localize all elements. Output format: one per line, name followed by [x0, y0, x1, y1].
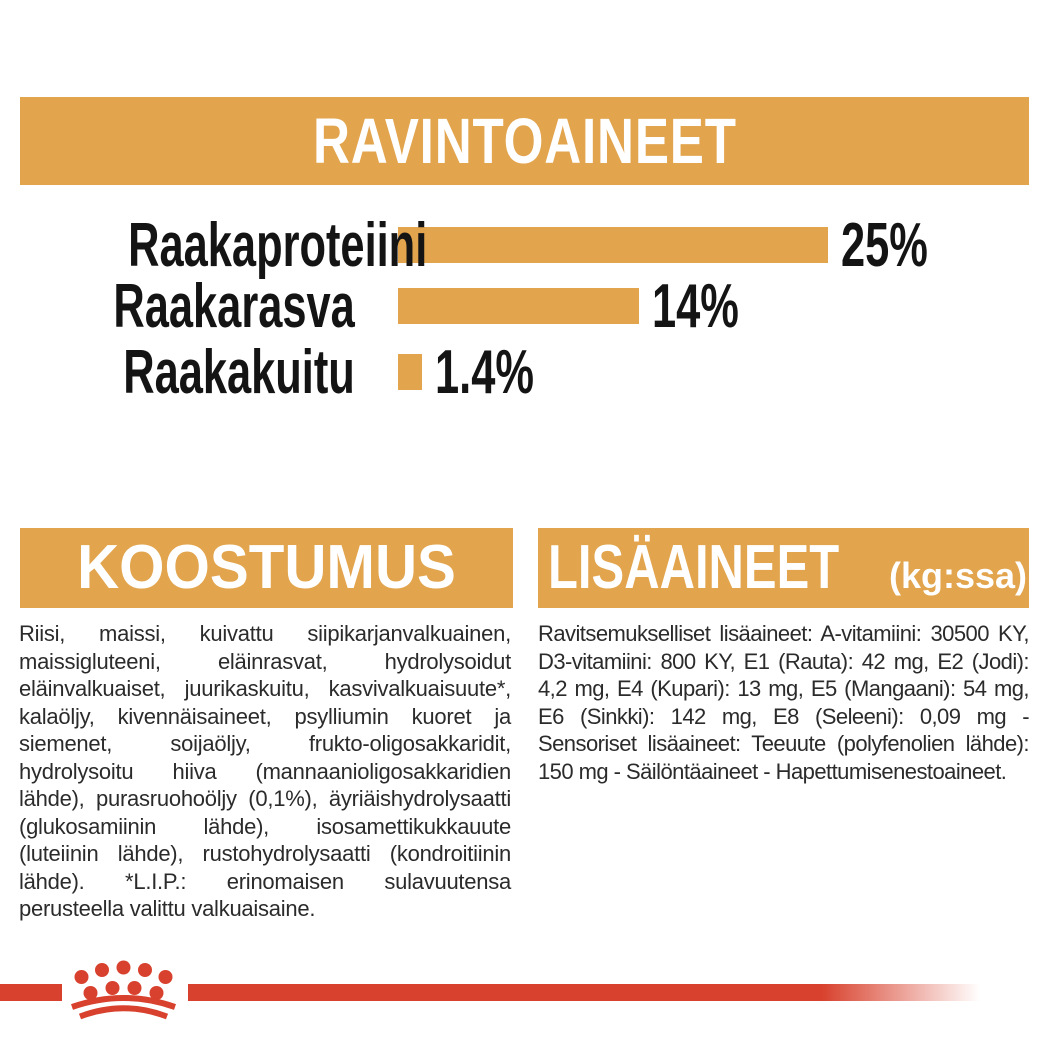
additives-body-text: Ravitsemukselliset lisäaineet: A-vitamii… — [538, 621, 1030, 784]
additives-banner: LISÄAINEET (kg:ssa) — [538, 528, 1029, 608]
chart-category-label: Raakarasva — [113, 271, 355, 341]
composition-title: KOOSTUMUS — [77, 533, 456, 602]
nutrients-banner: RAVINTOAINEET — [20, 97, 1029, 185]
footer-divider-right — [188, 984, 980, 1001]
chart-value-label: 1.4% — [435, 337, 535, 407]
chart-bar — [398, 354, 423, 390]
chart-row: Raakarasva 14% — [0, 272, 1049, 341]
chart-value-label: 25% — [841, 210, 928, 280]
chart-row: Raakaproteiini 25% — [0, 211, 1049, 280]
chart-row: Raakakuitu 1.4% — [0, 338, 1049, 407]
additives-title-suffix: (kg:ssa) — [889, 555, 1028, 596]
chart-bar — [398, 288, 639, 324]
chart-category-label: Raakaproteiini — [128, 210, 428, 280]
nutrients-title: RAVINTOAINEET — [312, 105, 737, 177]
chart-category-label: Raakakuitu — [123, 337, 355, 407]
chart-value-label: 14% — [651, 271, 739, 341]
composition-banner: KOOSTUMUS — [20, 528, 513, 608]
royal-canin-crown-icon — [66, 958, 181, 1020]
footer-divider-left — [0, 984, 62, 1001]
additives-title: LISÄAINEET — [548, 533, 840, 602]
chart-bar — [398, 227, 828, 263]
composition-body-text: Riisi, maissi, kuivattu siipikarjanvalku… — [19, 621, 511, 921]
